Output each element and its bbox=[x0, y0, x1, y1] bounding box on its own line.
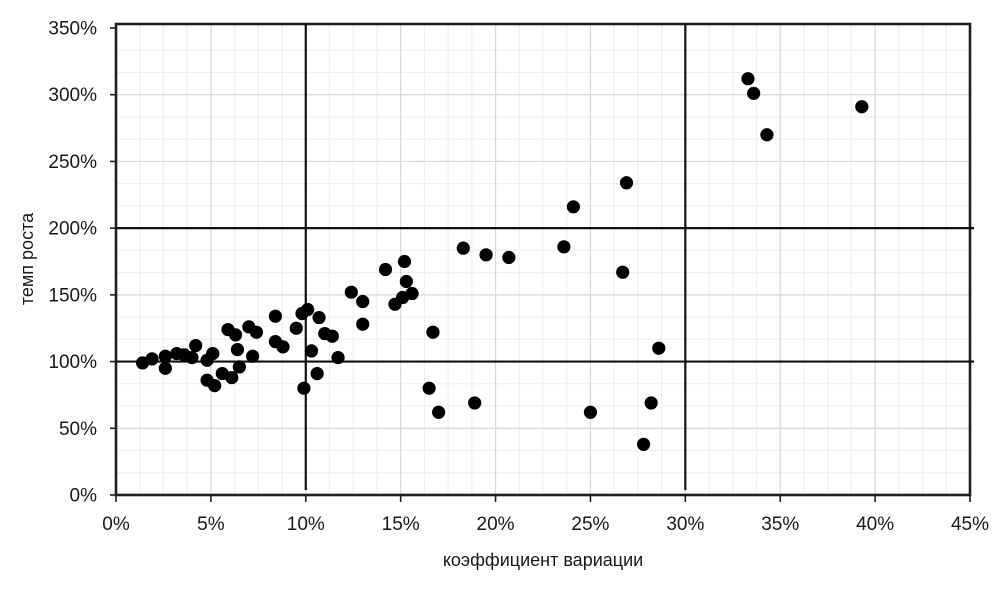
x-tick-label: 25% bbox=[571, 514, 609, 535]
y-axis-title: темп роста bbox=[17, 212, 37, 306]
data-point bbox=[225, 370, 239, 385]
data-point bbox=[356, 294, 370, 309]
data-point bbox=[616, 265, 630, 279]
data-point bbox=[636, 437, 651, 451]
data-point bbox=[276, 340, 290, 354]
data-point bbox=[158, 349, 172, 363]
y-tick-label: 300% bbox=[48, 85, 97, 106]
data-point bbox=[304, 344, 319, 358]
x-tick-label: 10% bbox=[287, 514, 325, 535]
data-point bbox=[432, 405, 446, 419]
data-point bbox=[145, 352, 159, 366]
data-point bbox=[246, 349, 260, 363]
data-point bbox=[456, 241, 470, 255]
y-tick-label: 50% bbox=[59, 419, 97, 440]
data-point bbox=[185, 350, 199, 365]
x-tick-label: 35% bbox=[761, 514, 799, 535]
data-point bbox=[422, 381, 436, 395]
y-tick-label: 0% bbox=[70, 486, 98, 507]
data-point bbox=[644, 396, 658, 410]
data-point bbox=[310, 366, 324, 381]
data-point bbox=[230, 342, 245, 357]
data-point bbox=[479, 248, 493, 262]
data-point bbox=[399, 274, 413, 289]
data-point bbox=[502, 250, 516, 265]
data-point bbox=[331, 350, 345, 365]
data-point bbox=[344, 285, 358, 299]
data-point bbox=[426, 325, 440, 339]
data-point bbox=[158, 361, 172, 375]
plot-border bbox=[114, 22, 972, 497]
x-tick-labels: 0% 5% 10% 15% 20% 25% 30% 35% 40% 45% bbox=[102, 514, 989, 535]
data-point bbox=[468, 396, 482, 410]
x-tick-label: 40% bbox=[856, 514, 894, 535]
x-tick-label: 5% bbox=[197, 514, 225, 535]
data-point bbox=[249, 325, 264, 339]
x-tick-label: 0% bbox=[102, 514, 130, 535]
x-axis-title: коэффициент вариации bbox=[442, 550, 644, 570]
data-point bbox=[268, 309, 283, 323]
y-tick-labels: 0% 50% 100% 150% 200% 250% 300% 350% bbox=[48, 19, 97, 507]
y-tick-label: 150% bbox=[48, 285, 97, 306]
plot-frame bbox=[114, 22, 972, 497]
data-point bbox=[312, 310, 326, 325]
data-point bbox=[566, 200, 580, 214]
y-tick-label: 250% bbox=[48, 152, 97, 173]
x-tick-label: 20% bbox=[477, 514, 515, 535]
data-point bbox=[189, 338, 203, 353]
y-tick-label: 350% bbox=[48, 19, 97, 40]
data-point bbox=[855, 100, 869, 114]
data-point bbox=[741, 72, 755, 86]
data-point bbox=[325, 329, 339, 343]
data-point bbox=[297, 381, 311, 395]
x-tick-label: 45% bbox=[951, 514, 989, 535]
data-point bbox=[301, 302, 315, 317]
reference-lines bbox=[116, 24, 974, 490]
data-point bbox=[208, 378, 222, 393]
data-point bbox=[405, 286, 419, 301]
data-point bbox=[619, 176, 634, 190]
data-point bbox=[557, 240, 571, 254]
data-point bbox=[356, 317, 370, 331]
gridlines-minor bbox=[116, 24, 970, 495]
y-tick-label: 200% bbox=[48, 219, 97, 240]
data-point bbox=[378, 262, 393, 277]
data-point bbox=[206, 346, 220, 361]
data-point bbox=[760, 128, 774, 142]
data-point bbox=[652, 341, 666, 355]
data-point bbox=[747, 86, 761, 100]
x-tick-label: 30% bbox=[666, 514, 704, 535]
data-point bbox=[583, 405, 598, 419]
data-point bbox=[289, 321, 303, 335]
data-point bbox=[397, 254, 412, 269]
x-tick-label: 15% bbox=[382, 514, 420, 535]
data-points bbox=[135, 72, 869, 451]
data-point bbox=[228, 328, 243, 342]
y-tick-label: 100% bbox=[48, 352, 97, 373]
data-point bbox=[232, 360, 246, 374]
axis-ticks bbox=[110, 27, 971, 502]
